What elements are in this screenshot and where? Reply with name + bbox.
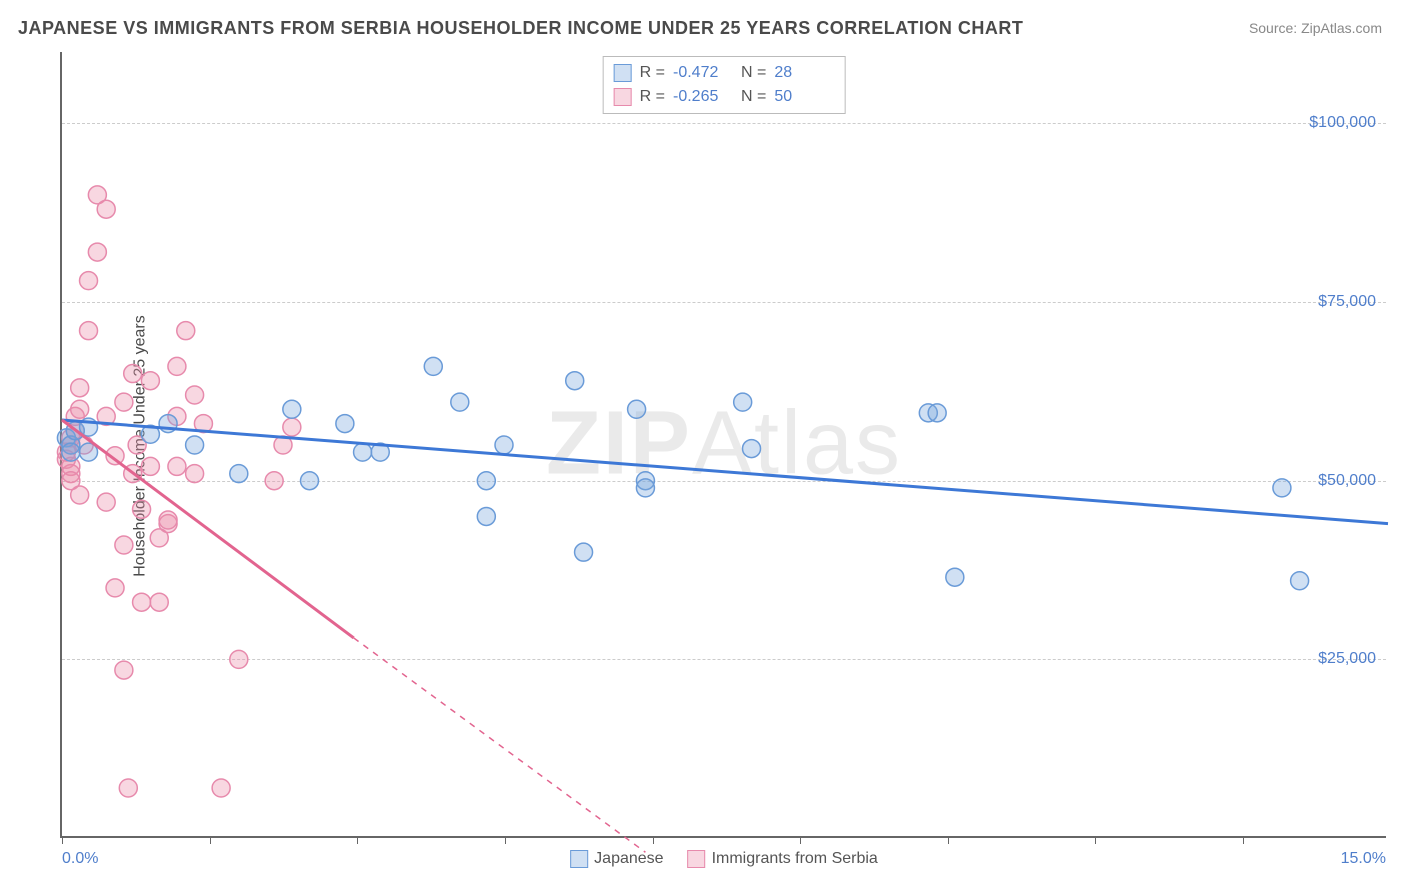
r-label: R = bbox=[640, 85, 665, 109]
swatch-japanese bbox=[570, 850, 588, 868]
legend-label-serbia: Immigrants from Serbia bbox=[712, 850, 878, 868]
series-legend: Japanese Immigrants from Serbia bbox=[570, 850, 878, 868]
scatter-svg bbox=[62, 52, 1386, 836]
swatch-serbia bbox=[688, 850, 706, 868]
source-attribution: Source: ZipAtlas.com bbox=[1249, 20, 1382, 36]
legend-item-serbia: Immigrants from Serbia bbox=[688, 850, 878, 868]
n-label: N = bbox=[741, 85, 766, 109]
x-axis-min-label: 0.0% bbox=[62, 850, 98, 868]
n-value-serbia: 50 bbox=[774, 85, 834, 109]
x-axis-max-label: 15.0% bbox=[1341, 850, 1386, 868]
legend-row-serbia: R = -0.265 N = 50 bbox=[614, 85, 835, 109]
n-label: N = bbox=[741, 61, 766, 85]
plot-area: ZIPAtlas R = -0.472 N = 28 R = -0.265 N … bbox=[60, 52, 1386, 838]
r-value-japanese: -0.472 bbox=[673, 61, 733, 85]
swatch-serbia bbox=[614, 88, 632, 106]
correlation-legend: R = -0.472 N = 28 R = -0.265 N = 50 bbox=[603, 56, 846, 114]
r-value-serbia: -0.265 bbox=[673, 85, 733, 109]
legend-label-japanese: Japanese bbox=[594, 850, 663, 868]
legend-row-japanese: R = -0.472 N = 28 bbox=[614, 61, 835, 85]
legend-item-japanese: Japanese bbox=[570, 850, 663, 868]
r-label: R = bbox=[640, 61, 665, 85]
swatch-japanese bbox=[614, 64, 632, 82]
chart-title: JAPANESE VS IMMIGRANTS FROM SERBIA HOUSE… bbox=[18, 18, 1023, 39]
n-value-japanese: 28 bbox=[774, 61, 834, 85]
